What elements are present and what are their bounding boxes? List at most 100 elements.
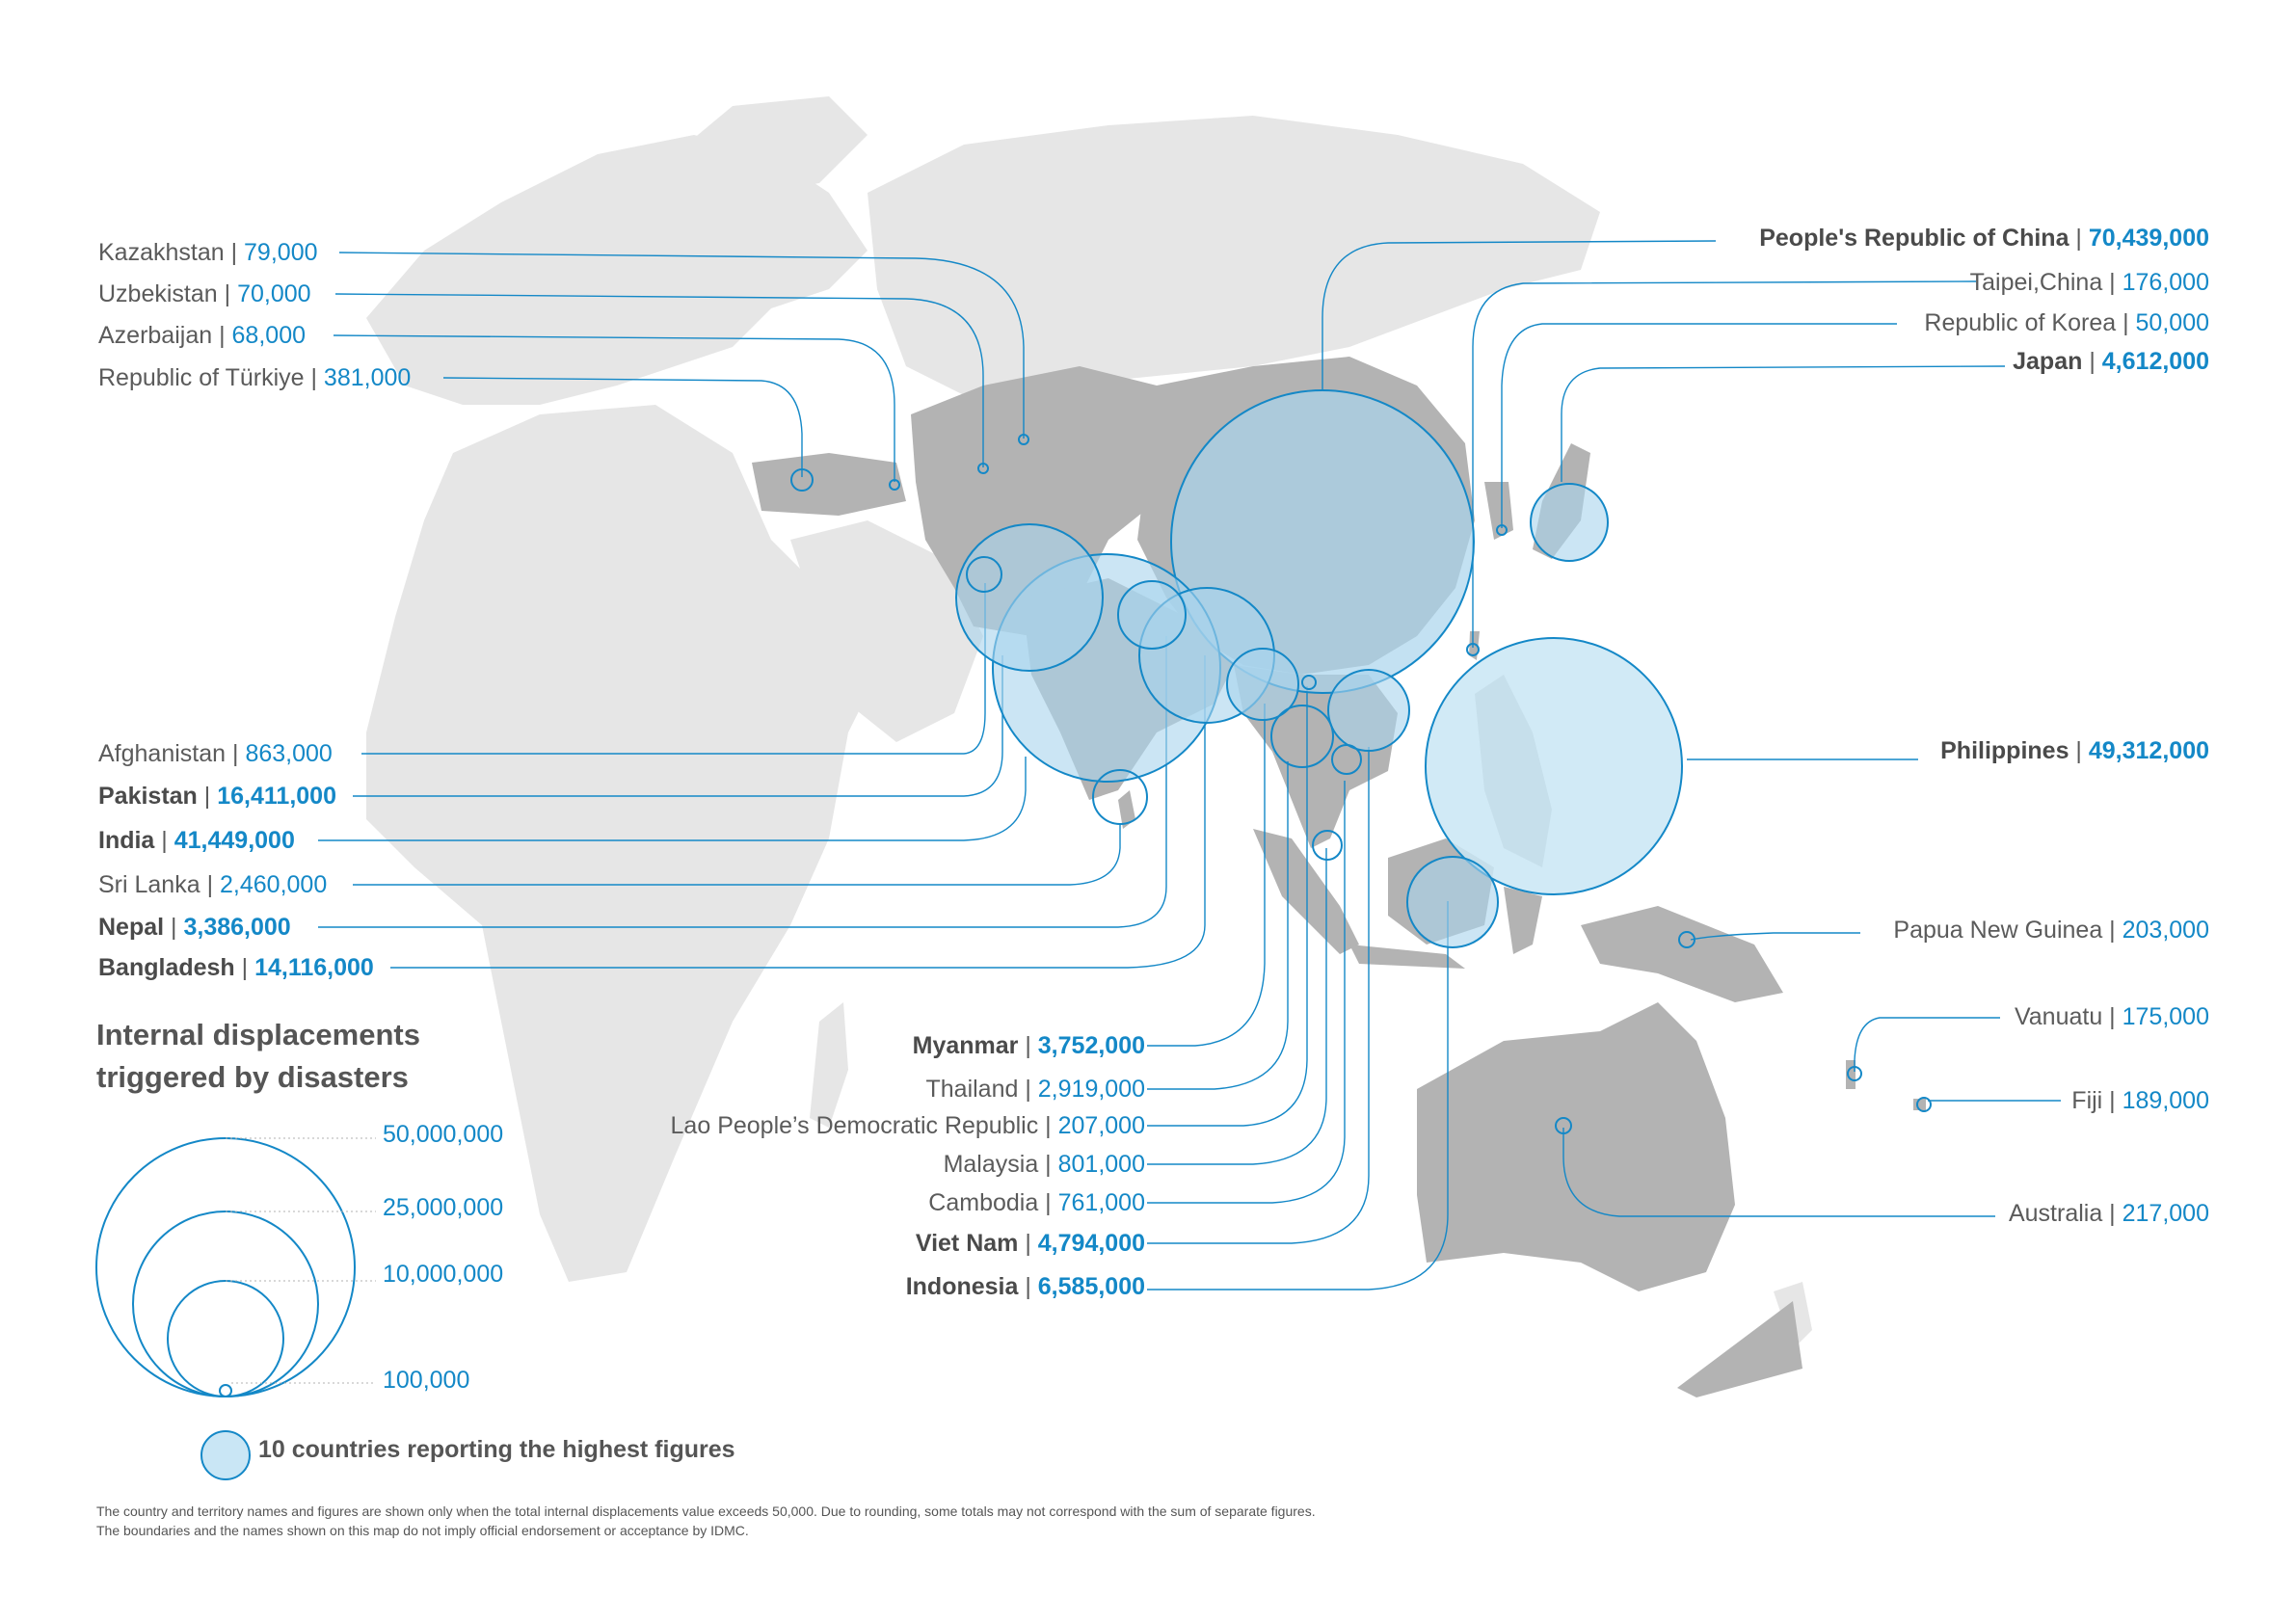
- country-name: Philippines: [1940, 737, 2069, 764]
- legend-value-50m: 50,000,000: [383, 1121, 504, 1148]
- bubble-philippines[interactable]: [1425, 637, 1683, 895]
- label-uzbekistan[interactable]: Uzbekistan | 70,000: [98, 280, 311, 307]
- bubble-sri-lanka[interactable]: [1092, 769, 1148, 825]
- label-lao[interactable]: Lao People’s Democratic Republic | 207,0…: [670, 1112, 1145, 1139]
- bubble-korea[interactable]: [1496, 524, 1508, 536]
- label-korea[interactable]: Republic of Korea | 50,000: [1924, 309, 2209, 336]
- top10-swatch: [200, 1430, 251, 1480]
- leader-myanmar: [1147, 704, 1266, 1047]
- label-philippines[interactable]: Philippines | 49,312,000: [1940, 737, 2209, 764]
- country-name: Republic of Türkiye: [98, 364, 305, 391]
- landmass-sumatra: [1253, 829, 1359, 954]
- leader-japan: [1561, 365, 2006, 482]
- country-value: 175,000: [2122, 1003, 2209, 1030]
- leader-png: [1690, 932, 1860, 941]
- country-name: Taipei,China: [1969, 269, 2103, 296]
- landmass-europe: [366, 135, 868, 405]
- landmass-korea: [1484, 482, 1513, 540]
- legend-circle-25m: [132, 1211, 319, 1397]
- leader-uzbekistan: [334, 293, 984, 467]
- country-value: 203,000: [2122, 917, 2209, 944]
- country-value: 4,612,000: [2101, 348, 2209, 375]
- bubble-pakistan[interactable]: [955, 523, 1104, 672]
- country-value: 863,000: [245, 740, 333, 767]
- bubble-turkiye[interactable]: [790, 468, 814, 492]
- label-azerbaijan[interactable]: Azerbaijan | 68,000: [98, 322, 306, 349]
- bubble-afghanistan[interactable]: [966, 556, 1002, 593]
- country-name: Lao People’s Democratic Republic: [670, 1112, 1039, 1139]
- bubble-fiji[interactable]: [1916, 1097, 1932, 1112]
- country-value: 217,000: [2122, 1200, 2209, 1227]
- leader-thailand: [1147, 761, 1289, 1090]
- top10-label: 10 countries reporting the highest figur…: [258, 1436, 735, 1463]
- label-australia[interactable]: Australia | 217,000: [2008, 1200, 2209, 1227]
- country-name: Afghanistan: [98, 740, 227, 767]
- label-afghanistan[interactable]: Afghanistan | 863,000: [98, 740, 333, 767]
- country-name: Myanmar: [912, 1032, 1019, 1059]
- leader-lines: [318, 240, 2061, 1290]
- country-value: 207,000: [1057, 1112, 1145, 1139]
- country-value: 2,460,000: [220, 871, 328, 898]
- label-fiji[interactable]: Fiji | 189,000: [2071, 1087, 2209, 1114]
- label-nepal[interactable]: Nepal | 3,386,000: [98, 914, 291, 941]
- label-bangladesh[interactable]: Bangladesh | 14,116,000: [98, 954, 374, 981]
- country-name: Japan: [2013, 348, 2083, 375]
- label-thailand[interactable]: Thailand | 2,919,000: [925, 1076, 1145, 1103]
- country-name: Papua New Guinea: [1893, 917, 2103, 944]
- label-myanmar[interactable]: Myanmar | 3,752,000: [912, 1032, 1145, 1059]
- bubble-malaysia[interactable]: [1312, 830, 1343, 861]
- bubble-viet-nam[interactable]: [1327, 669, 1410, 752]
- label-japan[interactable]: Japan | 4,612,000: [2013, 348, 2209, 375]
- legend-guides: [226, 1137, 376, 1384]
- legend-title-line2: triggered by disasters: [96, 1060, 409, 1094]
- bubble-kazakhstan[interactable]: [1018, 434, 1029, 445]
- leader-viet-nam: [1147, 747, 1370, 1244]
- leader-azerbaijan: [333, 334, 895, 482]
- country-name: Republic of Korea: [1924, 309, 2117, 336]
- bubble-lao[interactable]: [1301, 675, 1317, 690]
- bubble-png[interactable]: [1678, 931, 1695, 948]
- bubble-japan[interactable]: [1530, 483, 1609, 562]
- bubble-vanuatu[interactable]: [1847, 1066, 1862, 1081]
- legend-value-10m: 10,000,000: [383, 1261, 504, 1288]
- label-malaysia[interactable]: Malaysia | 801,000: [943, 1151, 1145, 1178]
- label-cambodia[interactable]: Cambodia | 761,000: [928, 1189, 1145, 1216]
- legend-circle-100k: [219, 1384, 232, 1397]
- country-value: 14,116,000: [254, 954, 374, 981]
- leader-korea: [1501, 323, 1897, 528]
- label-viet-nam[interactable]: Viet Nam | 4,794,000: [915, 1230, 1145, 1257]
- bubble-nepal[interactable]: [1117, 580, 1187, 650]
- bubble-australia[interactable]: [1555, 1117, 1572, 1134]
- country-name: India: [98, 827, 155, 854]
- label-vanuatu[interactable]: Vanuatu | 175,000: [2014, 1003, 2209, 1030]
- leader-indonesia: [1147, 901, 1449, 1290]
- country-value: 16,411,000: [217, 783, 336, 810]
- label-china[interactable]: People's Republic of China | 70,439,000: [1759, 225, 2209, 252]
- legend-circles: [95, 1137, 356, 1397]
- footnote-line1: The country and territory names and figu…: [96, 1503, 1316, 1519]
- label-kazakhstan[interactable]: Kazakhstan | 79,000: [98, 239, 318, 266]
- label-taipei[interactable]: Taipei,China | 176,000: [1969, 269, 2209, 296]
- bubble-cambodia[interactable]: [1331, 744, 1362, 775]
- landmass-turkiye: [752, 453, 906, 516]
- label-png[interactable]: Papua New Guinea | 203,000: [1893, 917, 2209, 944]
- leader-taipei: [1472, 280, 1977, 648]
- country-value: 801,000: [1057, 1151, 1145, 1178]
- bubble-azerbaijan[interactable]: [889, 479, 900, 491]
- label-india[interactable]: India | 41,449,000: [98, 827, 295, 854]
- leader-bangladesh: [390, 655, 1206, 969]
- bubble-uzbekistan[interactable]: [977, 463, 989, 474]
- leader-india: [318, 757, 1027, 841]
- leader-afghanistan: [361, 583, 986, 755]
- label-turkiye[interactable]: Republic of Türkiye | 381,000: [98, 364, 412, 391]
- bubble-myanmar[interactable]: [1226, 648, 1299, 721]
- bubble-indonesia[interactable]: [1406, 856, 1499, 948]
- footnote: The country and territory names and figu…: [96, 1502, 1639, 1540]
- label-indonesia[interactable]: Indonesia | 6,585,000: [905, 1273, 1145, 1300]
- bubble-thailand[interactable]: [1270, 705, 1334, 768]
- label-sri-lanka[interactable]: Sri Lanka | 2,460,000: [98, 871, 328, 898]
- landmass-africa: [366, 405, 877, 1282]
- country-name: Indonesia: [905, 1273, 1019, 1300]
- bubble-taipei[interactable]: [1466, 643, 1480, 656]
- label-pakistan[interactable]: Pakistan | 16,411,000: [98, 783, 336, 810]
